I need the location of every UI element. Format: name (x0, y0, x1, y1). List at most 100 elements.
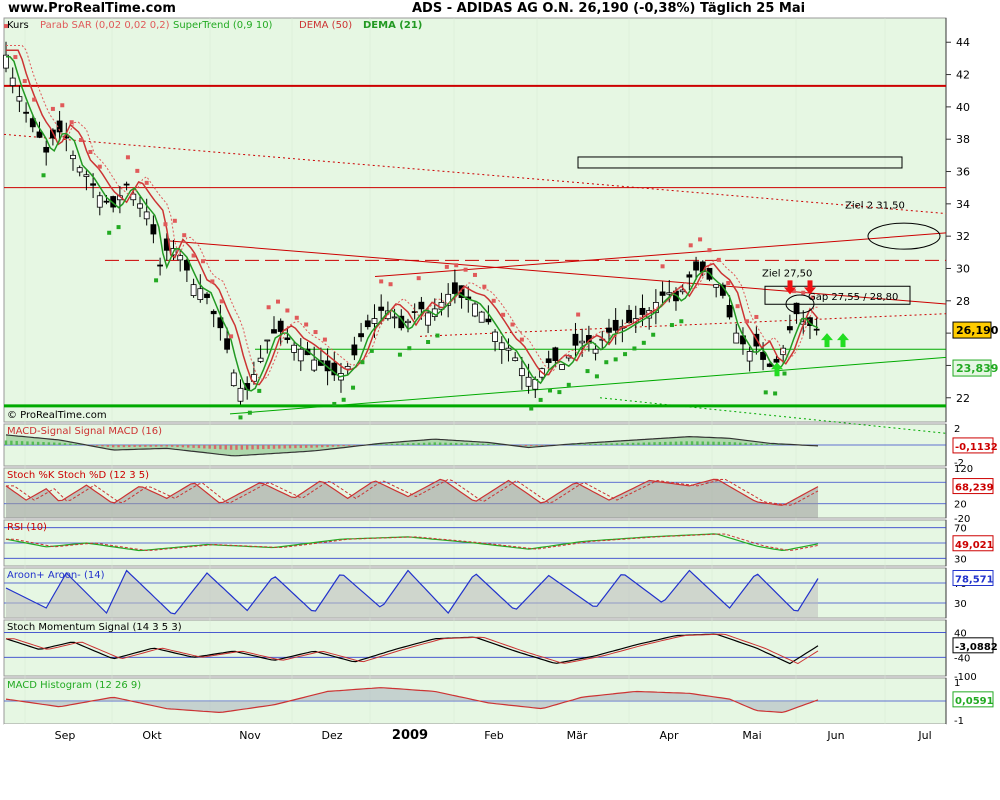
histogram-bar (342, 445, 345, 447)
supertrend-marker (773, 391, 778, 396)
histogram-bar (749, 443, 753, 445)
indicator-line (5, 687, 819, 714)
ellipse-ziel-2 (867, 222, 941, 250)
candle-body (371, 318, 378, 324)
indicator-y-tick: 40 (954, 628, 967, 639)
histogram-bar (696, 441, 699, 445)
y-tick-label: 36 (956, 166, 970, 179)
candle-body (813, 328, 820, 331)
candle-body (43, 146, 50, 153)
histogram-bar (272, 445, 276, 449)
sar-marker (210, 279, 215, 284)
sar-marker (144, 180, 149, 185)
sar-marker (191, 253, 196, 258)
histogram-bar (487, 443, 490, 445)
supertrend-marker (782, 371, 787, 376)
candle-body (492, 331, 498, 342)
histogram-bar (262, 445, 265, 450)
indicator-signal-line (6, 478, 819, 506)
indicator-y-tick: 20 (954, 500, 967, 511)
histogram-bar (20, 441, 24, 445)
supertrend-marker (154, 278, 159, 283)
histogram-bar (165, 445, 168, 447)
histogram-bar (390, 443, 394, 445)
sar-marker (444, 264, 449, 269)
histogram-bar (674, 441, 678, 445)
candle-body (331, 362, 338, 376)
annotation-box (577, 156, 903, 169)
histogram-bar (337, 445, 340, 447)
sar-marker (294, 315, 299, 320)
histogram-bar (396, 443, 399, 445)
arrow-up-3 (837, 333, 849, 348)
candle-body (230, 372, 237, 387)
histogram-bar (240, 445, 244, 450)
candle-body (378, 306, 385, 311)
chart-title: ADS - ADIDAS AG O.N. 26,190 (-0,38%) Täg… (412, 1, 806, 16)
panel-bg-price (3, 17, 947, 423)
sar-marker (463, 267, 468, 272)
candle-body (277, 320, 284, 332)
histogram-bar (176, 445, 179, 448)
sar-marker (60, 103, 65, 108)
indicator-y-tick: 120 (954, 464, 973, 475)
histogram-bar (471, 443, 474, 445)
histogram-bar (310, 445, 313, 448)
histogram-bar (251, 445, 254, 450)
x-tick-label: Mär (567, 729, 588, 742)
sar-marker (304, 322, 309, 327)
x-tick-label: Apr (659, 729, 679, 742)
legend-item: DEMA (50) (299, 20, 352, 31)
histogram-bar (690, 441, 694, 445)
sar-marker (322, 337, 327, 342)
indicator-legend: Stoch Momentum Signal (14 3 5 3) (7, 622, 182, 633)
histogram-bar (304, 445, 308, 448)
histogram-bar (417, 442, 420, 445)
indicator-rsi: RSI (10)70503049,021 (4, 522, 994, 565)
indicator-value-badge (952, 570, 994, 586)
candle-body (559, 364, 565, 370)
histogram-bar (326, 445, 329, 447)
legend-item: SuperTrend (0,9 10) (173, 20, 273, 31)
histogram-bar (160, 445, 163, 447)
supertrend-marker (247, 410, 252, 415)
histogram-bar (492, 444, 495, 445)
candle-body (612, 319, 619, 331)
histogram-bar (460, 443, 463, 445)
supertrend-marker (257, 388, 262, 393)
histogram-bar (31, 441, 34, 445)
candle-body (137, 203, 143, 209)
histogram-bar (449, 442, 453, 445)
x-tick-label: Jun (826, 729, 844, 742)
candle-body (76, 167, 83, 173)
candle-body (217, 317, 224, 329)
indicator-y-tick: -1 (954, 716, 964, 727)
histogram-bar (288, 445, 292, 449)
sar-marker (491, 298, 496, 303)
histogram-bar (428, 442, 431, 445)
indicator-value-badge (952, 691, 994, 708)
x-tick-label: Mai (742, 729, 761, 742)
sar-marker (510, 322, 515, 327)
sar-marker (801, 290, 806, 295)
histogram-bar (192, 445, 195, 448)
supertrend-marker (548, 388, 553, 393)
candle-body (659, 291, 666, 296)
supertrend-marker (397, 352, 402, 357)
indicator-legend: MACD-Signal Signal MACD (16) (7, 426, 162, 437)
indicator-y-tick: 30 (954, 599, 967, 610)
sar-marker (716, 257, 721, 262)
supertrend-marker (435, 333, 440, 338)
supertrend-marker (369, 348, 374, 353)
histogram-bar (181, 445, 185, 448)
indicator-line (5, 434, 819, 457)
y-tick-label: 22 (956, 392, 970, 405)
parabolic-sar (4, 24, 815, 420)
sar-marker (519, 337, 524, 342)
indicator-line (5, 569, 819, 615)
histogram-bar (229, 445, 233, 450)
site-name[interactable]: www.ProRealTime.com (8, 1, 176, 16)
y-tick-label: 30 (956, 262, 970, 275)
histogram-bar (647, 442, 651, 445)
indicator-y-tick: 30 (954, 554, 967, 565)
